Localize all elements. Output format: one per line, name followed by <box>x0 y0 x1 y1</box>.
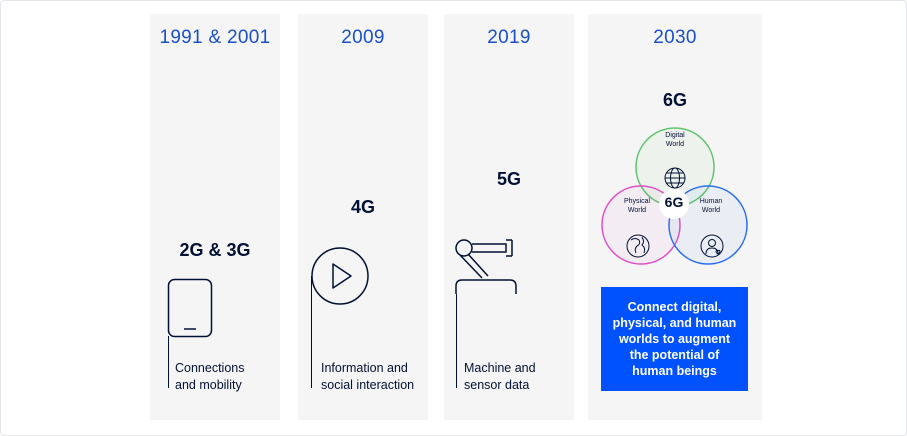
globe-icon <box>664 167 686 189</box>
description: Machine and sensor data <box>464 360 536 394</box>
venn-center-label: 6G <box>664 194 684 210</box>
person-heart-icon <box>700 234 724 258</box>
description: Information and social interaction <box>321 360 414 394</box>
description-line: sensor data <box>464 378 530 392</box>
column-2g-3g: 1991 & 2001 2G & 3G Connections and mobi… <box>150 14 280 420</box>
callout-line: worlds to augment <box>618 332 731 346</box>
year-label: 2030 <box>653 27 697 48</box>
physical-world-label: Physical World <box>612 197 662 215</box>
venn-label-line: World <box>701 207 721 214</box>
callout-box: Connect digital, physical, and human wor… <box>601 287 748 391</box>
digital-world-label: Digital World <box>650 131 700 149</box>
column-5g: 2019 5G Machine and sensor data <box>444 14 574 420</box>
description-line: Information and <box>321 361 408 375</box>
venn-label-line: Human <box>699 198 723 205</box>
generation-label: 4G <box>350 197 375 217</box>
year-label: 1991 & 2001 <box>159 27 271 48</box>
mobile-phone-icon <box>167 278 213 338</box>
year-label: 2009 <box>341 27 385 48</box>
venn-label-line: World <box>627 207 647 214</box>
connector-line <box>456 294 457 388</box>
description-line: Machine and <box>464 361 536 375</box>
human-world-label: Human World <box>686 197 736 215</box>
center-disc <box>659 189 689 219</box>
earth-icon <box>626 234 650 258</box>
generation-label: 6G <box>662 90 687 110</box>
venn-label-line: Digital <box>665 132 685 139</box>
generation-label: 2G & 3G <box>179 240 251 260</box>
generation-label: 5G <box>496 169 521 189</box>
venn-label-line: Physical <box>623 198 651 205</box>
callout-line: Connect digital, <box>627 300 722 314</box>
robot-arm-icon <box>455 239 517 294</box>
play-button-icon <box>311 247 369 305</box>
callout-line: the potential of <box>629 348 720 362</box>
description-line: Connections <box>175 361 245 375</box>
venn-diagram <box>601 127 748 265</box>
connector-line <box>168 336 169 388</box>
description-line: and mobility <box>175 378 242 392</box>
column-4g: 2009 4G Information and social interacti… <box>298 14 428 420</box>
year-label: 2019 <box>487 27 531 48</box>
description: Connections and mobility <box>175 360 245 394</box>
connector-line <box>311 276 312 388</box>
venn-label-line: World <box>665 141 685 148</box>
description-line: social interaction <box>321 378 415 392</box>
callout-line: physical, and human <box>612 316 737 330</box>
callout-line: human beings <box>632 364 717 378</box>
column-6g: 2030 6G Digital World <box>588 14 762 420</box>
